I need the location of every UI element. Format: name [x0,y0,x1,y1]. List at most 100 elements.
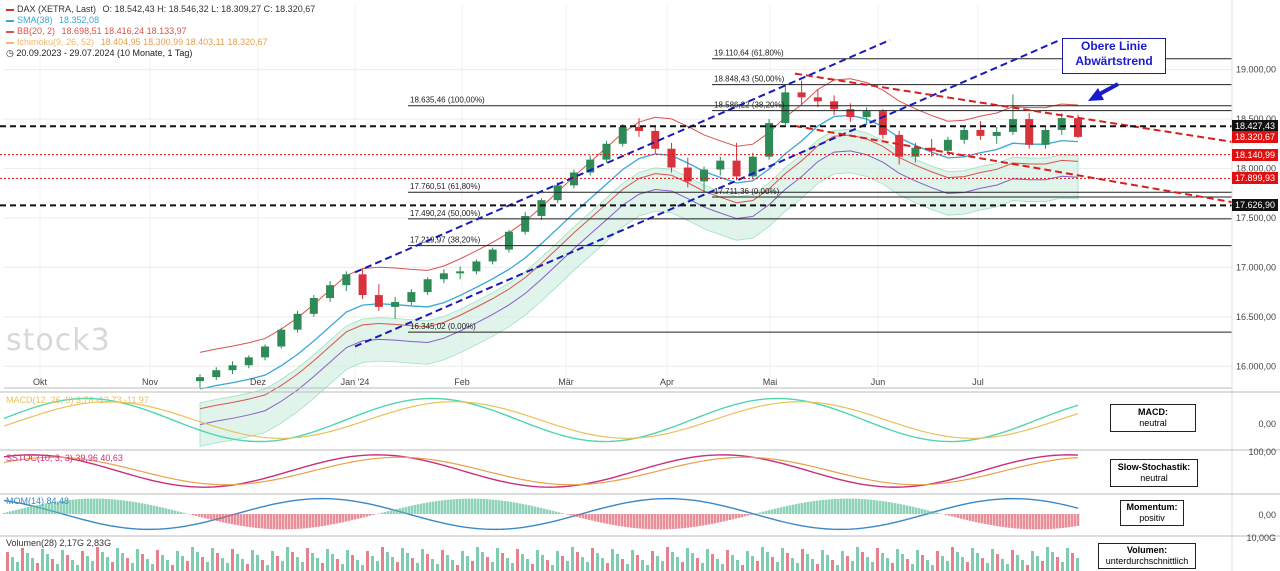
volume-bar [471,561,474,571]
volume-bar [881,553,884,571]
volume-bar [591,548,594,571]
vol-label: Volumen(28) 2,17G 2,83G [6,538,112,548]
volume-bar [111,562,114,571]
candle-body [943,139,952,151]
volume-bar [951,547,954,571]
volume-bar [1016,555,1019,571]
volume-bar [526,559,529,571]
volume-bar [491,562,494,571]
volume-bar [261,560,264,571]
downtrend-lower-line [794,125,1233,204]
volume-bar [211,548,214,571]
volume-bar [346,550,349,571]
volume-bar [686,548,689,571]
volume-bar [196,552,199,571]
volume-bar [601,558,604,571]
volume-bar [841,551,844,571]
volume-bar [26,553,29,571]
volume-bar [366,551,369,571]
volume-bar [596,553,599,571]
header-ichimoku: Ichimoku(9, 26, 52) 18.404,95 18.300,99 … [6,37,268,48]
candle-body [846,109,855,118]
candle-body [635,127,643,131]
volume-bar [1011,550,1014,571]
volume-bar [436,564,439,571]
header-range: ◷ 20.09.2023 - 29.07.2024 (10 Monate, 1 … [6,48,192,59]
volume-bar [991,549,994,571]
volume-bar [541,555,544,571]
fib-level-label: 18.635,46 (100,00%) [410,96,485,105]
candle-body [1057,118,1066,130]
candle-body [488,249,497,262]
ichimoku-swatch-icon [6,41,14,44]
candle-body [586,159,595,173]
mom-label: MOM(14) 84,48 [6,496,70,506]
volume-bar [721,564,724,571]
volume-bar [431,559,434,571]
y-tick-label: 16.500,00 [1236,312,1276,322]
volume-bar [156,550,159,571]
volume-bar [896,549,899,571]
mom-status-box: Momentum: positiv [1120,500,1184,526]
price-label: 18.427,43 [1231,120,1278,133]
volume-bar [276,556,279,571]
candle-body [618,127,627,144]
candle-body [456,271,465,274]
volume-bar [1066,548,1069,571]
volume-bar [531,564,534,571]
candle-body [667,148,676,168]
volume-bar [251,550,254,571]
header-bb: BB(20, 2) 18.698,51 18.416,24 18.133,97 [6,26,187,37]
volume-bar [101,552,104,571]
x-tick-label: Nov [142,377,159,387]
volume-bar [681,562,684,571]
price-label: 17.626,90 [1231,199,1278,212]
volume-bar [706,549,709,571]
y-tick-label: 16.000,00 [1236,361,1276,371]
volume-bar [696,558,699,571]
volume-bar [786,553,789,571]
candle-body [342,274,351,286]
volume-bar [496,548,499,571]
volume-bar [381,547,384,571]
volume-bar [356,560,359,571]
bb-label: BB(20, 2) [17,26,56,36]
volume-bar [941,556,944,571]
callout-arrowhead-icon [1088,88,1104,101]
volume-bar [796,563,799,571]
panel-axis-label: 100,00 [1248,447,1276,457]
volume-bar [866,557,869,571]
candle-body [992,131,1001,136]
volume-bar [661,561,664,571]
volume-bar [461,551,464,571]
volume-bar [711,554,714,571]
volume-bar [781,548,784,571]
candle-body [862,111,871,118]
indicator-signal-line [3,401,1079,439]
volume-bar [331,554,334,571]
volume-bar [1031,551,1034,571]
macd-box-status: neutral [1139,418,1167,428]
candle-body [423,279,432,293]
volume-bar [1041,561,1044,571]
fib-level-label: 17.219,97 (38,20%) [410,236,481,245]
y-tick-label: 18.500,00 [1236,114,1276,124]
volume-bar [1061,562,1064,571]
candle-body [212,370,221,378]
volume-bar [571,547,574,571]
volume-bar [851,561,854,571]
volume-bar [311,553,314,571]
candle-body [765,123,774,157]
price-label: 17.899,93 [1231,172,1278,185]
candle-body [911,147,920,157]
candle-body [651,130,660,149]
mom-box-title: Momentum: [1126,502,1178,512]
volume-bar [46,554,49,571]
volume-bar [171,565,174,571]
volume-bar [1046,547,1049,571]
stoch-status-box: Slow-Stochastik: neutral [1110,459,1198,487]
volume-bar [126,558,129,571]
volume-bar [241,559,244,571]
volume-bar [441,550,444,571]
